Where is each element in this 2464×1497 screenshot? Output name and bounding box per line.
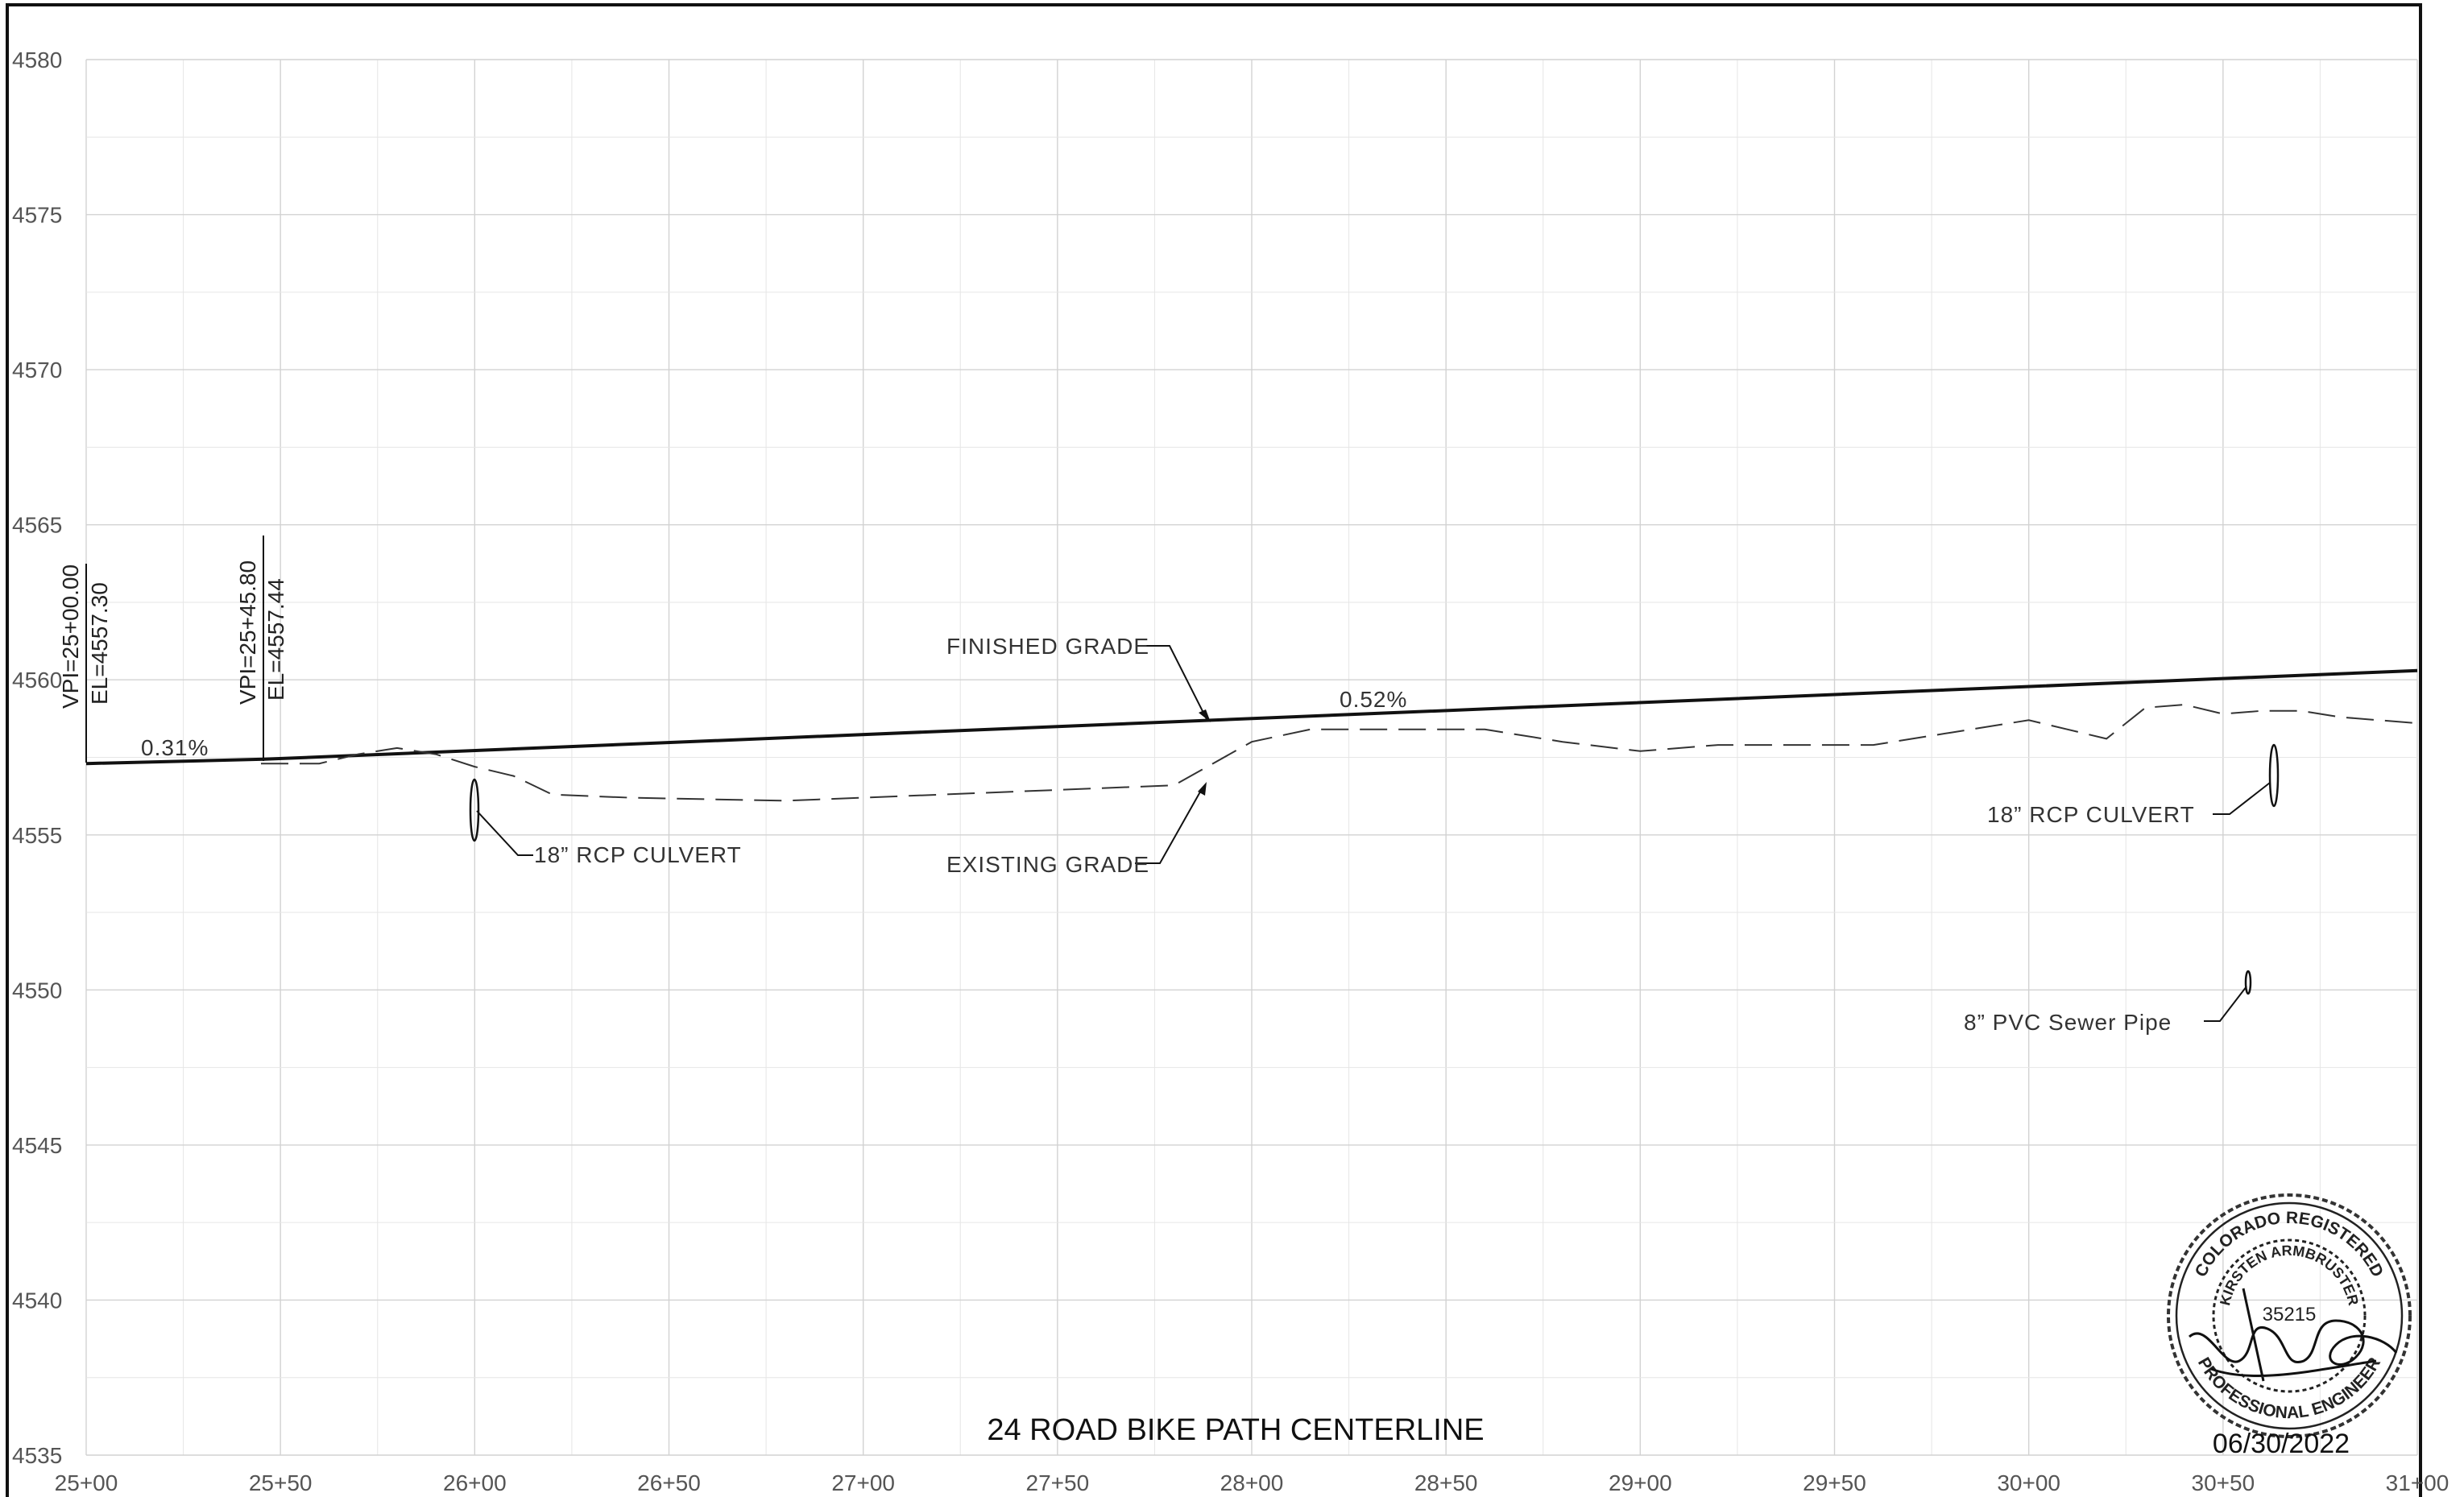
- culvert-left-label: 18” RCP CULVERT: [534, 842, 742, 867]
- y-tick-label: 4560: [12, 668, 62, 693]
- signature: [2188, 1288, 2398, 1382]
- vpi-2-station: VPI=25+45.80: [235, 560, 260, 705]
- y-tick-label: 4555: [12, 823, 62, 848]
- engineer-seal: COLORADO REGISTERED KIRSTEN ARMBRUSTER P…: [2167, 1193, 2412, 1438]
- y-tick-label: 4570: [12, 358, 62, 383]
- x-tick-label: 27+00: [831, 1470, 895, 1495]
- x-tick-label: 26+50: [637, 1470, 701, 1495]
- sheet-border: [6, 3, 2422, 1497]
- x-tick-label: 30+00: [1997, 1470, 2060, 1495]
- culvert-right-leader: [2213, 782, 2271, 815]
- x-tick-label: 29+50: [1803, 1470, 1866, 1495]
- y-tick-label: 4545: [12, 1133, 62, 1158]
- finished-grade-arrow: [1199, 709, 1211, 722]
- culvert-right-label: 18” RCP CULVERT: [1987, 802, 2195, 827]
- x-tick-label: 31+00: [2386, 1470, 2450, 1495]
- sewer-pipe-icon: [2244, 970, 2252, 995]
- x-tick-label: 30+50: [2192, 1470, 2255, 1495]
- y-tick-label: 4535: [12, 1443, 62, 1468]
- y-axis-labels: 4580 4575 4570 4565 4560 4555 4550 4545 4540 4535: [12, 48, 62, 1468]
- existing-grade-arrow: [1198, 782, 1207, 796]
- existing-grade-leader: [1135, 787, 1203, 864]
- x-tick-label: 28+50: [1414, 1470, 1478, 1495]
- x-tick-label: 27+50: [1026, 1470, 1090, 1495]
- y-tick-label: 4540: [12, 1288, 62, 1313]
- existing-grade-label: EXISTING GRADE: [946, 852, 1149, 877]
- x-tick-label: 29+00: [1609, 1470, 1672, 1495]
- finished-grade-label: FINISHED GRADE: [946, 634, 1149, 659]
- x-tick-label: 25+00: [55, 1470, 118, 1495]
- sewer-pipe-label: 8” PVC Sewer Pipe: [1964, 1010, 2172, 1035]
- y-tick-label: 4580: [12, 48, 62, 72]
- vpi-2-elevation: EL=4557.44: [263, 578, 288, 701]
- culvert-left-leader: [476, 810, 533, 856]
- y-tick-label: 4565: [12, 513, 62, 538]
- slope-label-2: 0.52%: [1340, 687, 1407, 712]
- x-tick-label: 25+50: [249, 1470, 313, 1495]
- seal-date: 06/30/2022: [2213, 1429, 2350, 1459]
- existing-grade-line: [261, 703, 2418, 802]
- vpi-1-station: VPI=25+00.00: [58, 564, 83, 709]
- sewer-pipe-leader: [2204, 986, 2247, 1022]
- culvert-right-icon: [2268, 743, 2280, 808]
- y-tick-label: 4575: [12, 203, 62, 228]
- finished-grade-leader: [1144, 645, 1207, 720]
- seal-name-text: KIRSTEN ARMBRUSTER: [2217, 1243, 2362, 1307]
- x-tick-label: 26+00: [443, 1470, 507, 1495]
- profile-title: 24 ROAD BIKE PATH CENTERLINE: [987, 1413, 1484, 1447]
- x-axis-labels: 25+00 25+50 26+00 26+50 27+00 27+50 28+00 28+50…: [55, 1470, 2450, 1495]
- culvert-left-icon: [469, 778, 480, 842]
- seal-number: 35215: [2263, 1304, 2317, 1325]
- x-tick-label: 28+00: [1220, 1470, 1284, 1495]
- vpi-1-elevation: EL=4557.30: [87, 582, 112, 705]
- y-tick-label: 4550: [12, 978, 62, 1003]
- profile-grid: [85, 59, 2418, 1456]
- slope-label-1: 0.31%: [141, 735, 209, 760]
